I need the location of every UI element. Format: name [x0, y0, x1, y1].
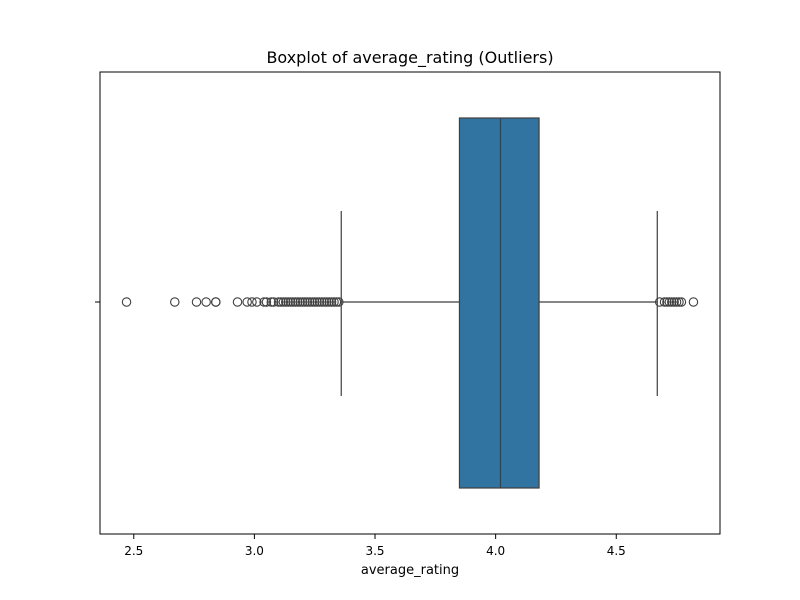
outlier-point — [319, 297, 330, 307]
outlier-point — [669, 297, 679, 307]
outlier-point — [276, 297, 286, 307]
outlier-point — [667, 297, 677, 307]
x-axis-label: average_rating — [361, 563, 459, 578]
outlier-point — [288, 297, 298, 307]
outlier-point — [121, 297, 132, 307]
outlier-point — [659, 297, 670, 307]
chart-title: Boxplot of average_rating (Outliers) — [266, 48, 553, 68]
outlier-point — [654, 297, 665, 307]
outlier-point — [261, 297, 272, 307]
outlier-point — [334, 297, 344, 307]
outlier-point — [676, 297, 687, 307]
outlier-point — [281, 297, 291, 307]
outlier-point — [314, 297, 325, 307]
outlier-point — [688, 297, 699, 307]
outlier-point — [331, 297, 342, 307]
outlier-point — [247, 297, 257, 307]
outlier-point — [326, 297, 337, 307]
plot-area — [121, 117, 699, 489]
outlier-point — [312, 297, 322, 307]
outlier-point — [252, 297, 262, 307]
outlier-point — [309, 297, 320, 307]
x-tick-label: 4.5 — [607, 544, 626, 558]
x-tick-label: 3.0 — [245, 544, 264, 558]
outlier-point — [268, 297, 279, 307]
outlier-point — [300, 297, 310, 307]
outlier-point — [329, 297, 339, 307]
outlier-point — [191, 297, 202, 307]
outlier-point — [290, 297, 301, 307]
outlier-point — [285, 297, 296, 307]
x-tick-label: 4.0 — [486, 544, 505, 558]
outlier-point — [273, 297, 284, 307]
outlier-point — [664, 297, 675, 307]
x-tick-label: 3.5 — [365, 544, 384, 558]
outlier-point — [259, 297, 269, 307]
outlier-point — [305, 297, 315, 307]
x-tick-label: 2.5 — [124, 544, 143, 558]
outlier-point — [297, 297, 308, 307]
outlier-point — [662, 297, 672, 307]
outlier-point — [317, 297, 327, 307]
outlier-point — [201, 297, 211, 307]
outlier-point — [307, 297, 318, 307]
outlier-point — [278, 297, 289, 307]
x-axis-ticks: 2.5 3.0 3.5 4.0 4.5 — [124, 534, 626, 558]
outlier-point — [211, 297, 221, 307]
iqr-box — [458, 117, 540, 489]
outlier-point — [302, 297, 313, 307]
outlier-point — [242, 297, 252, 307]
outlier-point — [283, 297, 293, 307]
outlier-point — [293, 297, 303, 307]
axes-frame — [99, 71, 721, 535]
outlier-point — [674, 297, 684, 307]
outlier-point — [671, 297, 682, 307]
outlier-point — [266, 297, 277, 307]
outlier-point — [170, 297, 180, 307]
outlier-point — [322, 297, 332, 307]
outlier-point — [232, 297, 243, 307]
outlier-point — [324, 297, 334, 307]
outlier-point — [295, 297, 305, 307]
